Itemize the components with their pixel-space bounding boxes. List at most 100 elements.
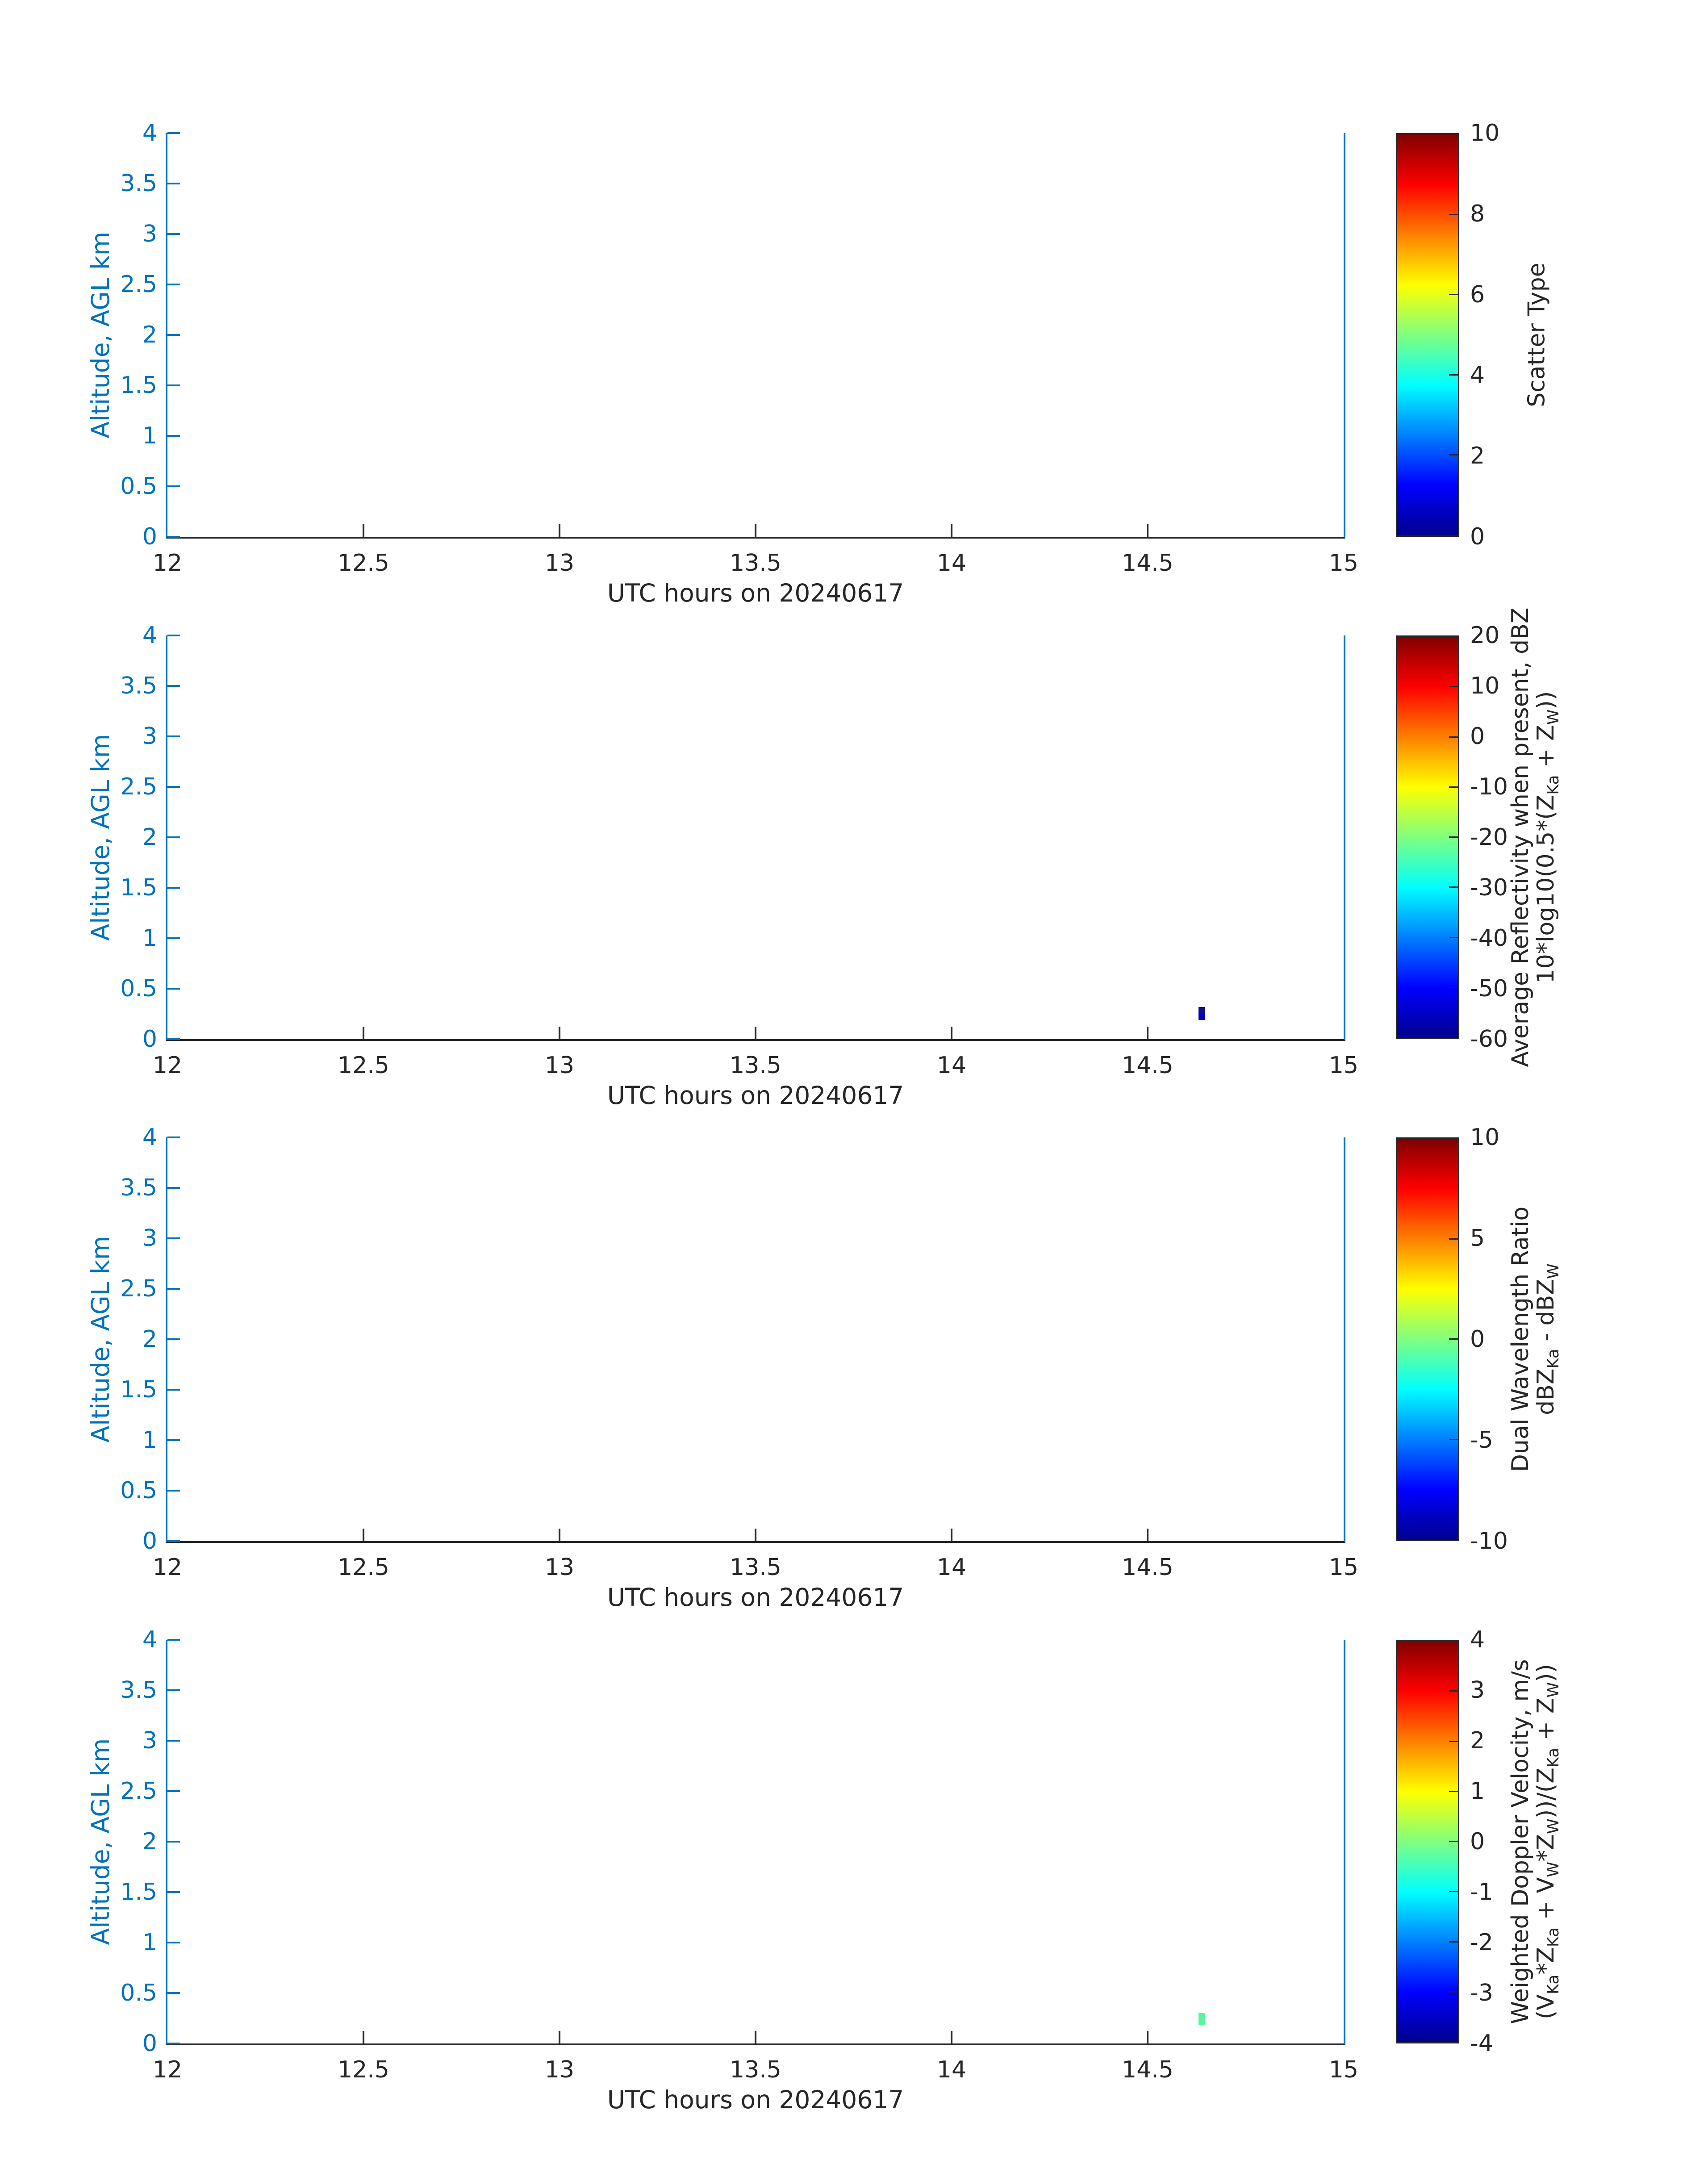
x-tick-label: 12 — [152, 1052, 183, 1079]
colorbar-tick — [1449, 1438, 1458, 1440]
x-tick-label: 14.5 — [1122, 550, 1173, 577]
colorbar-tick-label: -1 — [1470, 1879, 1493, 1905]
y-tick-label: 0 — [142, 1528, 157, 1554]
colorbar-tick-label: 6 — [1470, 281, 1485, 308]
x-tick-label: 12 — [152, 2056, 183, 2083]
x-tick — [559, 1027, 560, 1039]
y-tick — [167, 1389, 180, 1391]
y-tick-label: 0.5 — [120, 975, 157, 1002]
colorbar-tick — [1449, 294, 1458, 296]
y-tick-label: 0 — [142, 1026, 157, 1053]
x-tick — [363, 1529, 364, 1541]
x-tick — [1147, 524, 1148, 537]
colorbar-tick-label: -20 — [1470, 824, 1508, 851]
colorbar-title: Scatter Type — [1524, 263, 1550, 407]
colorbar-title-line: Weighted Doppler Velocity, m/s — [1507, 1659, 1534, 2024]
colorbar-tick-label: 1 — [1470, 1778, 1485, 1805]
y-tick-label: 3 — [142, 221, 157, 247]
colorbar-tick-label: 4 — [1470, 1626, 1485, 1653]
x-tick-label: 13.5 — [730, 550, 781, 577]
y-tick — [167, 1187, 180, 1189]
x-axis-label: UTC hours on 20240617 — [607, 579, 904, 607]
colorbar-title-line: Average Reflectivity when present, dBZ — [1507, 607, 1534, 1067]
colorbar-tick — [1449, 1991, 1458, 1993]
y-tick-label: 1.5 — [120, 1376, 157, 1403]
x-tick — [1147, 2031, 1148, 2043]
y-tick-label: 3.5 — [120, 673, 157, 699]
x-axis-label: UTC hours on 20240617 — [607, 1583, 904, 1612]
y-tick-label: 4 — [142, 120, 157, 146]
colorbar-tick-label: 4 — [1470, 362, 1485, 389]
y-tick-label: 0 — [142, 2030, 157, 2057]
x-tick — [755, 1027, 756, 1039]
data-cell — [1199, 2013, 1206, 2026]
colorbar-tick-label: -3 — [1470, 1980, 1493, 2006]
colorbar-tick — [1449, 1238, 1458, 1240]
colorbar-tick — [1449, 213, 1458, 215]
x-tick-label: 12.5 — [338, 2056, 389, 2083]
y-tick — [167, 1038, 180, 1040]
y-tick — [167, 937, 180, 939]
y-tick-label: 0.5 — [120, 1477, 157, 1504]
colorbar-tick-label: -50 — [1470, 975, 1508, 1002]
x-tick-label: 15 — [1328, 1052, 1359, 1079]
colorbar-tick-label: -5 — [1470, 1427, 1493, 1454]
colorbar — [1396, 1137, 1459, 1541]
plot-area — [166, 1137, 1345, 1543]
x-tick-label: 12.5 — [338, 550, 389, 577]
panel-weighted-doppler-velocity: Altitude, AGL km 4 3.5 3 2.5 2 1.5 1 0.5 0 12 12.5 1… — [0, 1626, 1708, 2143]
y-tick — [167, 183, 180, 184]
colorbar-tick — [1449, 886, 1458, 888]
x-tick-label: 15 — [1328, 2056, 1359, 2083]
y-tick — [167, 1689, 180, 1691]
panel-dual-wavelength-ratio: Altitude, AGL km 4 3.5 3 2.5 2 1.5 1 0.5 0 12 12.5 1… — [0, 1124, 1708, 1640]
plot-area — [166, 132, 1345, 539]
x-tick-label: 14.5 — [1122, 1554, 1173, 1581]
y-tick — [167, 1137, 180, 1138]
x-tick — [363, 524, 364, 537]
x-tick-label: 15 — [1328, 1554, 1359, 1581]
colorbar-tick — [1449, 1740, 1458, 1742]
y-tick — [167, 485, 180, 487]
y-tick — [167, 1639, 180, 1641]
panel-scatter-type: Altitude, AGL km 4 3.5 3 2.5 2 1.5 1 0.5 0 12 12.5 1… — [0, 120, 1708, 636]
colorbar-tick-label: -2 — [1470, 1929, 1493, 1956]
y-tick-label: 1 — [142, 925, 157, 952]
colorbar-tick — [1449, 454, 1458, 456]
y-tick-label: 1 — [142, 1427, 157, 1454]
colorbar-tick-label: -10 — [1470, 773, 1508, 800]
y-tick — [167, 1540, 180, 1542]
x-tick — [363, 1027, 364, 1039]
y-tick-label: 2.5 — [120, 1778, 157, 1805]
y-tick — [167, 384, 180, 386]
x-tick-label: 13 — [544, 550, 575, 577]
data-cell — [1199, 1007, 1206, 1014]
x-tick — [559, 2031, 560, 2043]
colorbar-tick-label: 0 — [1470, 1326, 1485, 1353]
y-tick — [167, 1992, 180, 1994]
colorbar-tick — [1449, 1690, 1458, 1692]
x-tick-label: 12.5 — [338, 1052, 389, 1079]
x-tick — [363, 2031, 364, 2043]
x-tick — [755, 2031, 756, 2043]
x-tick-label: 12.5 — [338, 1554, 389, 1581]
colorbar-tick-label: 2 — [1470, 443, 1485, 470]
colorbar-title-line: (VKa*ZKa + VW*ZW))/(ZKa + ZW)) — [1532, 1664, 1563, 2019]
y-tick-label: 2 — [142, 824, 157, 851]
colorbar-tick-label: 0 — [1470, 723, 1485, 750]
y-tick-label: 1.5 — [120, 1879, 157, 1905]
colorbar-tick — [1449, 786, 1458, 788]
y-tick — [167, 786, 180, 788]
x-tick-label: 14 — [936, 550, 967, 577]
y-tick-label: 3.5 — [120, 1677, 157, 1704]
y-tick — [167, 1790, 180, 1792]
y-tick — [167, 334, 180, 336]
plot-area — [166, 635, 1345, 1041]
x-tick — [559, 524, 560, 537]
x-tick — [1147, 1529, 1148, 1541]
y-tick — [167, 132, 180, 134]
y-tick — [167, 635, 180, 636]
y-tick-label: 0.5 — [120, 1980, 157, 2006]
colorbar-title-line: 10*log10(0.5*(ZKa + ZW)) — [1532, 691, 1563, 984]
